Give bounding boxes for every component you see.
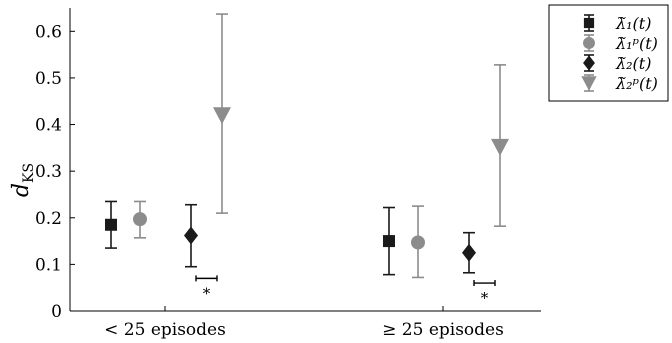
legend-entry: λ̃₂ᵖ(t) [581, 74, 658, 93]
y-tick-label: 0.1 [35, 255, 62, 275]
data-point [411, 235, 425, 250]
legend-label: λ̃₁(t) [615, 14, 651, 33]
axes: 0 0.1 0.2 0.3 0.4 0.5 0.6 < 25 episodes ≥ 25 epi… [35, 8, 541, 340]
series-3 [184, 203, 476, 274]
significance-star: * [203, 284, 211, 302]
y-tick-label: 0.6 [35, 22, 62, 42]
legend-entry: λ̃₂(t) [583, 54, 651, 73]
y-axis-label-main: d [9, 183, 34, 197]
y-tick-label: 0.5 [35, 69, 62, 89]
data-point [105, 218, 117, 231]
series-4 [213, 13, 509, 227]
y-tick-label: 0 [51, 302, 62, 322]
significance-annotation: * [195, 275, 218, 302]
legend-marker [581, 76, 597, 91]
legend: λ̃₁(t)λ̃₁ᵖ(t)λ̃₂(t)λ̃₂ᵖ(t) [548, 4, 669, 102]
legend-entry: λ̃₁ᵖ(t) [583, 34, 658, 53]
y-axis-label-subscript: KS [21, 163, 37, 183]
x-tick-label: ≥ 25 episodes [382, 320, 504, 340]
legend-marker [583, 37, 595, 49]
legend-label: λ̃₁ᵖ(t) [615, 34, 658, 53]
data-point [184, 226, 198, 245]
data-point [133, 212, 147, 227]
legend-entry: λ̃₁(t) [583, 14, 651, 33]
data-point [491, 138, 509, 156]
y-tick-label: 0.3 [35, 162, 62, 182]
data-marks: * * [105, 13, 509, 307]
legend-marker [583, 55, 595, 71]
significance-annotation: * [473, 280, 496, 307]
series-1 [105, 200, 395, 276]
legend-frame [548, 4, 669, 102]
y-tick-label: 0.4 [35, 116, 62, 136]
legend-label: λ̃₂(t) [615, 54, 651, 73]
x-tick-label: < 25 episodes [104, 320, 226, 340]
legend-marker [583, 17, 595, 29]
y-tick-label: 0.2 [35, 209, 62, 229]
data-point [383, 235, 395, 248]
data-point [213, 107, 231, 125]
significance-star: * [481, 289, 489, 307]
legend-label: λ̃₂ᵖ(t) [615, 74, 658, 93]
y-axis-label: dKS [9, 163, 37, 197]
data-point [462, 243, 476, 262]
series-2 [133, 200, 425, 279]
